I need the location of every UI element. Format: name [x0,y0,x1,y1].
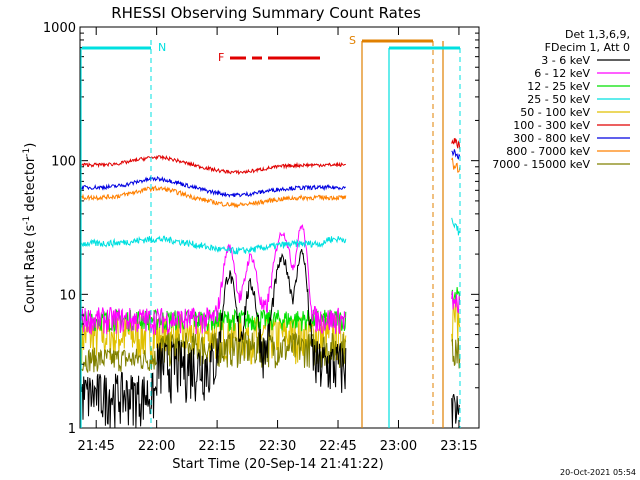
chart-title: RHESSI Observing Summary Count Rates [111,4,421,22]
legend-entry-label: 6 - 12 keV [534,67,590,80]
y-axis-label-sup1: -1 [22,216,32,225]
legend-header: FDecim 1, Att 0 [545,41,630,54]
legend-header: Det 1,3,6,9, [565,28,630,41]
y-axis-label: Count Rate (s-1 detector-1) [22,143,38,314]
y-axis-label-end: ) [23,143,38,148]
series-line [81,235,347,255]
y-tick-label: 10 [59,288,76,303]
x-axis-label: Start Time (20-Sep-14 21:41:22) [172,457,383,472]
series-line [81,224,347,335]
x-tick-label: 23:00 [380,439,417,454]
series-line-post-gap [451,291,461,314]
flare-label: F [218,51,224,64]
x-tick-label: 22:00 [138,439,175,454]
night-label: N [158,41,166,54]
y-tick-label: 100 [51,155,76,170]
series-line-post-gap [451,337,461,369]
legend-entry-label: 7000 - 15000 keV [492,158,590,171]
series-line-post-gap [451,137,461,150]
legend-entry-label: 25 - 50 keV [527,93,590,106]
x-tick-label: 23:15 [440,439,477,454]
series-line-post-gap [451,217,460,236]
y-axis-label-mid: detector [23,156,38,216]
x-tick-label: 22:15 [198,439,235,454]
y-tick-label: 1 [68,422,76,437]
series-line-post-gap [451,157,461,173]
y-axis-label-sup2: -1 [22,148,32,157]
legend-entry-label: 12 - 25 keV [527,80,590,93]
plot-frame [79,26,480,429]
saa-label: S [349,34,356,47]
y-tick-label: 1000 [43,21,76,36]
series-line [81,154,346,176]
x-tick-label: 22:30 [259,439,296,454]
ticks-layer: 21:45 22:00 22:15 22:30 22:45 23:00 23:15 1 10 10… [43,21,479,454]
x-tick-label: 22:45 [319,439,356,454]
x-tick-label: 21:45 [77,439,114,454]
legend-entry-label: 300 - 800 keV [513,132,590,145]
legend-entry-label: 50 - 100 keV [520,106,590,119]
legend-entry-label: 800 - 7000 keV [506,145,590,158]
annotation-layer: N F S [80,34,461,428]
series-line [81,185,347,209]
plot-layer [81,137,461,428]
timestamp: 20-Oct-2021 05:54 [560,468,636,477]
series-line [81,249,347,428]
legend-entry-label: 3 - 6 keV [541,54,590,67]
y-axis-label-main: Count Rate (s [23,225,38,314]
legend-entry-label: 100 - 300 keV [513,119,590,132]
series-line [81,175,346,198]
series-line-post-gap [451,149,461,160]
series-line [81,331,347,373]
series-line [81,308,347,333]
series-line-post-gap [451,393,461,428]
